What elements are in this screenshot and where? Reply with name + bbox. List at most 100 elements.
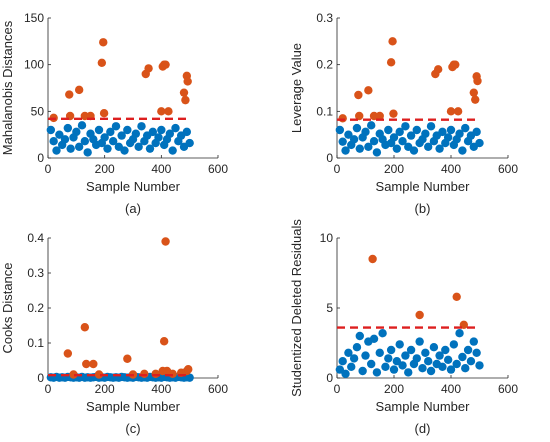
data-point — [66, 144, 75, 153]
outlier-point — [74, 85, 84, 95]
data-point — [341, 369, 350, 378]
outlier-point — [388, 37, 397, 46]
data-point — [455, 129, 464, 138]
data-point — [131, 129, 141, 138]
data-point — [364, 142, 373, 151]
data-point — [338, 357, 347, 366]
data-point — [335, 125, 345, 135]
data-point — [185, 138, 194, 148]
data-point — [475, 138, 484, 148]
data-point — [381, 362, 390, 371]
data-point — [412, 354, 421, 363]
data-point — [435, 144, 444, 153]
data-point — [55, 130, 64, 139]
data-point — [384, 125, 393, 135]
panel-tag: (b) — [415, 201, 431, 216]
panel-tag: (c) — [125, 421, 140, 436]
data-point — [441, 345, 450, 355]
y-tick-label: 0.4 — [27, 231, 44, 245]
data-point — [421, 129, 430, 138]
y-tick-label: 0 — [37, 371, 44, 385]
outlier-point — [161, 237, 170, 246]
data-point — [83, 148, 92, 157]
data-point — [398, 137, 407, 146]
data-point — [137, 122, 146, 131]
data-point — [461, 123, 470, 133]
data-point — [168, 146, 177, 155]
data-point — [344, 348, 353, 357]
y-tick-label: 0 — [326, 371, 333, 385]
outlier-point — [179, 88, 189, 97]
x-axis-label: Sample Number — [86, 399, 181, 414]
y-axis-label: Mahalanobis Distances — [0, 20, 15, 155]
data-point — [395, 127, 404, 137]
panel-tag: (a) — [125, 201, 141, 216]
data-point — [398, 361, 407, 370]
data-point — [418, 364, 427, 373]
x-tick-label: 400 — [151, 382, 171, 396]
outlier-point — [94, 370, 104, 379]
y-axis-label: Cooks Distance — [0, 262, 15, 353]
outlier-point — [473, 76, 482, 86]
data-point — [344, 130, 353, 139]
data-point — [63, 123, 73, 133]
data-point — [100, 133, 109, 142]
data-point — [449, 340, 459, 349]
x-tick-label: 600 — [498, 382, 518, 396]
data-point — [369, 334, 379, 343]
data-point — [443, 355, 453, 364]
x-tick-label: 600 — [208, 162, 228, 176]
data-point — [469, 337, 478, 346]
data-point — [145, 144, 155, 153]
outlier-point — [99, 38, 108, 47]
outlier-point — [159, 337, 169, 346]
y-tick-label: 50 — [31, 104, 45, 118]
outlier-point — [368, 254, 377, 264]
outlier-point — [82, 359, 91, 369]
data-point — [384, 354, 393, 363]
outlier-point — [164, 107, 173, 116]
data-point — [395, 340, 404, 349]
x-axis-label: Sample Number — [376, 399, 471, 414]
data-point — [355, 331, 364, 341]
panel-a: 0 200 400 600 0 50 100 150 Sample Number Mahalano… — [0, 11, 228, 216]
data-point — [108, 137, 118, 146]
x-tick-label: 200 — [95, 162, 115, 176]
outlier-point — [69, 370, 78, 379]
data-point — [409, 146, 419, 155]
data-point — [426, 366, 436, 376]
outlier-point — [181, 95, 190, 105]
data-point — [446, 125, 456, 135]
data-point — [171, 123, 180, 133]
outlier-point — [433, 65, 443, 74]
data-point — [74, 142, 84, 151]
data-point — [421, 348, 430, 357]
outlier-point — [63, 349, 73, 358]
data-point — [372, 368, 382, 377]
x-tick-label: 600 — [208, 382, 228, 396]
data-point — [426, 122, 436, 131]
data-point — [361, 127, 370, 137]
x-axis-label: Sample Number — [376, 179, 471, 194]
data-point — [443, 133, 453, 142]
x-tick-label: 200 — [95, 382, 115, 396]
data-point — [182, 127, 192, 137]
panel-b: 0 200 400 600 0 0.1 0.2 0.3 Sample Number Leverag… — [289, 11, 518, 216]
data-point — [435, 351, 444, 360]
data-point — [349, 354, 359, 363]
outlier-point — [184, 365, 193, 374]
data-point — [367, 359, 376, 369]
data-point — [341, 146, 350, 155]
data-point — [361, 351, 370, 360]
data-point — [367, 121, 376, 130]
outlier-point — [144, 64, 153, 73]
outlier-point — [375, 111, 384, 121]
data-point — [458, 352, 467, 362]
x-tick-label: 600 — [498, 162, 518, 176]
data-point — [52, 146, 61, 155]
outlier-point — [469, 88, 478, 97]
data-point — [424, 142, 433, 151]
outlier-point — [452, 292, 461, 301]
y-tick-label: 0 — [326, 151, 333, 165]
x-tick-label: 400 — [441, 382, 461, 396]
